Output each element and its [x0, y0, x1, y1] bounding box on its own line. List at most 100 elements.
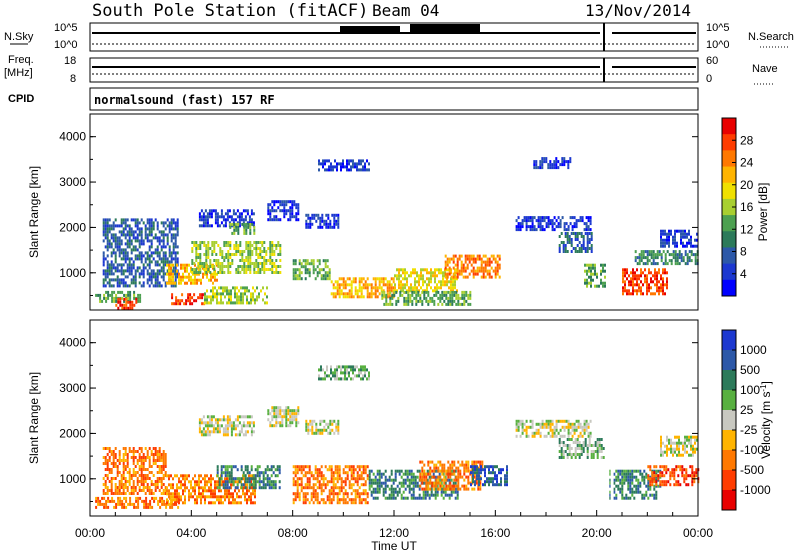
velocity-cell	[145, 496, 148, 500]
power-cell	[150, 233, 153, 237]
velocity-cell	[358, 501, 361, 505]
power-cell	[251, 244, 254, 247]
velocity-cell	[172, 492, 174, 496]
velocity-cell	[97, 502, 100, 506]
power-cell	[466, 254, 469, 258]
power-cell	[174, 245, 177, 249]
velocity-cell	[533, 431, 536, 435]
power-cell	[148, 221, 151, 225]
power-cell	[123, 306, 126, 310]
power-cell	[336, 168, 338, 172]
velocity-cell	[246, 421, 249, 425]
power-cell	[318, 259, 321, 263]
velocity-cell	[312, 474, 315, 478]
power-cell	[558, 250, 561, 253]
velocity-cell	[472, 465, 474, 469]
power-cell	[241, 268, 244, 271]
velocity-cell	[164, 486, 167, 489]
power-cell	[356, 165, 358, 169]
power-cell	[378, 292, 381, 296]
power-cell	[666, 262, 669, 266]
velocity-cell	[252, 424, 255, 428]
power-cell	[433, 293, 436, 297]
velocity-cell	[328, 498, 331, 502]
power-cell	[275, 244, 278, 247]
power-cell	[182, 263, 184, 267]
velocity-cell	[210, 474, 212, 478]
velocity-cell	[541, 419, 544, 423]
power-cell	[120, 248, 123, 252]
power-cell	[248, 301, 250, 305]
power-cell	[166, 236, 169, 240]
power-cell	[676, 259, 679, 263]
velocity-cell	[473, 487, 476, 491]
power-cell	[160, 248, 163, 252]
power-cell	[206, 263, 208, 267]
power-cell	[328, 277, 331, 281]
power-cell	[222, 289, 224, 293]
velocity-cell	[118, 471, 121, 474]
velocity-cell	[472, 474, 474, 478]
power-cell	[176, 227, 179, 231]
power-cell	[433, 302, 436, 306]
power-cell	[148, 239, 151, 243]
power-cell	[464, 266, 467, 270]
velocity-cell	[291, 415, 294, 419]
power-cell	[102, 227, 105, 231]
velocity-cell	[441, 469, 444, 473]
power-cell	[594, 266, 596, 270]
power-cell	[316, 271, 319, 275]
velocity-cell	[392, 481, 395, 485]
power-cell	[322, 162, 324, 166]
velocity-cell	[206, 483, 208, 487]
velocity-cell	[372, 496, 375, 500]
power-cell	[150, 269, 153, 273]
power-cell	[410, 289, 412, 293]
power-cell	[238, 212, 241, 216]
power-cell	[388, 283, 391, 287]
power-cell	[336, 162, 338, 166]
power-cell	[240, 286, 242, 290]
power-cell	[198, 278, 200, 282]
velocity-cell	[206, 427, 209, 431]
velocity-cell	[236, 480, 238, 484]
power-colorbar-tick: 28	[740, 133, 754, 147]
power-cell	[203, 253, 206, 256]
power-cell	[648, 271, 650, 275]
velocity-cell	[465, 484, 468, 488]
power-cell	[102, 281, 105, 285]
velocity-cell	[128, 450, 131, 453]
power-cell	[350, 286, 353, 290]
power-cell	[354, 280, 357, 284]
velocity-cell	[484, 480, 486, 484]
power-cell	[219, 265, 222, 268]
power-cell	[646, 274, 648, 278]
velocity-cell	[340, 498, 343, 502]
velocity-cell	[180, 495, 182, 499]
power-cell	[118, 242, 121, 246]
power-cell	[488, 269, 491, 273]
velocity-cell	[426, 490, 429, 494]
power-cell	[330, 292, 333, 296]
power-cell	[632, 289, 634, 293]
power-cell	[256, 286, 258, 290]
velocity-cell	[224, 433, 227, 437]
power-cell	[261, 268, 264, 271]
cpid-label: CPID	[8, 93, 34, 105]
velocity-cell	[479, 481, 482, 485]
power-cell	[146, 272, 149, 276]
power-cell	[223, 241, 226, 244]
power-cell	[422, 268, 424, 272]
velocity-cell	[360, 492, 363, 496]
power-cell	[132, 248, 135, 252]
velocity-cell	[129, 499, 132, 503]
power-cell	[220, 295, 222, 299]
power-cell	[424, 289, 426, 293]
velocity-cell	[553, 431, 556, 435]
power-cell	[490, 254, 493, 258]
power-cell	[158, 284, 161, 288]
power-cell	[307, 213, 310, 217]
power-cell	[322, 274, 325, 278]
power-cell	[587, 219, 590, 223]
power-cell	[622, 268, 624, 272]
